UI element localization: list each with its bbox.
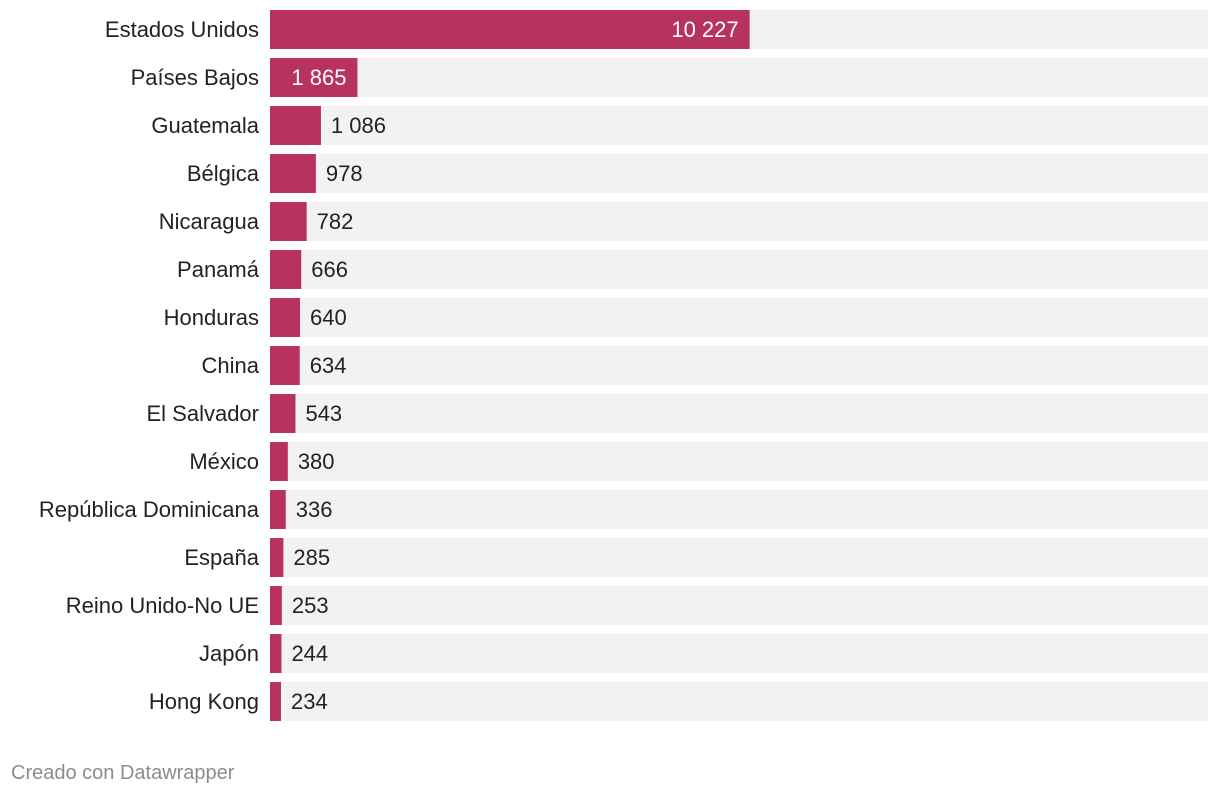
value-label: 285 (293, 545, 330, 570)
category-label: Panamá (177, 257, 260, 282)
bar-track (270, 490, 1208, 529)
value-label: 978 (326, 161, 363, 186)
category-label: República Dominicana (39, 497, 260, 522)
category-label: El Salvador (146, 401, 259, 426)
bar (270, 58, 358, 97)
category-label: Estados Unidos (105, 17, 259, 42)
bar (270, 538, 284, 577)
value-label: 234 (291, 689, 328, 714)
category-label: México (189, 449, 259, 474)
bar-track (270, 298, 1208, 337)
category-label: España (184, 545, 259, 570)
category-label: Japón (199, 641, 259, 666)
value-label: 640 (310, 305, 347, 330)
value-label: 1 086 (331, 113, 386, 138)
bar (270, 586, 282, 625)
value-label: 336 (296, 497, 333, 522)
value-label: 244 (291, 641, 328, 666)
bar-track (270, 442, 1208, 481)
bar (270, 202, 307, 241)
category-label: Bélgica (187, 161, 260, 186)
bar (270, 346, 300, 385)
bar-track (270, 202, 1208, 241)
bar (270, 394, 296, 433)
value-label: 253 (292, 593, 329, 618)
bar-track (270, 538, 1208, 577)
category-label: Hong Kong (149, 689, 259, 714)
value-label: 634 (310, 353, 347, 378)
bar (270, 442, 288, 481)
bar-track (270, 634, 1208, 673)
bar-chart: Estados Unidos 10 227 Países Bajos 1 865 Gua… (39, 10, 1208, 721)
bar-track (270, 154, 1208, 193)
value-label: 782 (317, 209, 354, 234)
category-label: Reino Unido-No UE (66, 593, 259, 618)
value-label: 543 (305, 401, 342, 426)
bar (270, 154, 316, 193)
category-label: Honduras (164, 305, 259, 330)
bar (270, 10, 750, 49)
value-label: 1 865 (291, 65, 346, 90)
bar-track (270, 58, 1208, 97)
bar-track (270, 250, 1208, 289)
bar (270, 106, 321, 145)
bar-track (270, 106, 1208, 145)
bar (270, 298, 301, 337)
bar-track (270, 586, 1208, 625)
bar (270, 682, 281, 721)
bar (270, 250, 302, 289)
bar (270, 634, 282, 673)
bar-track (270, 394, 1208, 433)
category-label: China (202, 353, 260, 378)
bar-track (270, 346, 1208, 385)
category-label: Países Bajos (131, 65, 259, 90)
bar (270, 490, 286, 529)
category-label: Nicaragua (159, 209, 260, 234)
bar-track (270, 682, 1208, 721)
value-label: 10 227 (671, 17, 738, 42)
category-label: Guatemala (151, 113, 259, 138)
value-label: 666 (311, 257, 348, 282)
credit-footer: Creado con Datawrapper (11, 762, 235, 784)
value-label: 380 (298, 449, 335, 474)
